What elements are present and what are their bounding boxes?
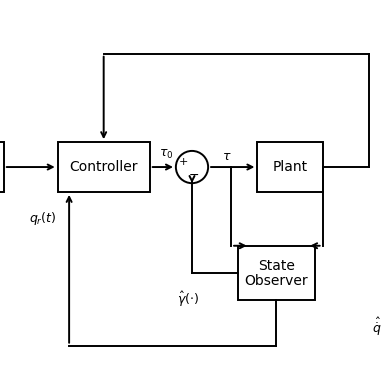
- Text: $\hat{\gamma}(\cdot)$: $\hat{\gamma}(\cdot)$: [177, 290, 199, 309]
- Text: $\hat{\dot{q}}$: $\hat{\dot{q}}$: [372, 315, 382, 338]
- Bar: [238, 246, 315, 300]
- Text: Controller: Controller: [70, 160, 138, 174]
- Text: $\tau$: $\tau$: [222, 150, 231, 163]
- Bar: [0, 142, 4, 192]
- Text: $q_r(t)$: $q_r(t)$: [28, 210, 56, 227]
- Text: Plant: Plant: [272, 160, 308, 174]
- Text: Observer: Observer: [245, 274, 308, 288]
- Bar: [257, 142, 323, 192]
- Text: −: −: [189, 169, 200, 182]
- Text: State: State: [258, 259, 295, 273]
- Bar: [58, 142, 150, 192]
- Text: +: +: [179, 157, 188, 167]
- Text: $\tau_0$: $\tau_0$: [159, 148, 174, 161]
